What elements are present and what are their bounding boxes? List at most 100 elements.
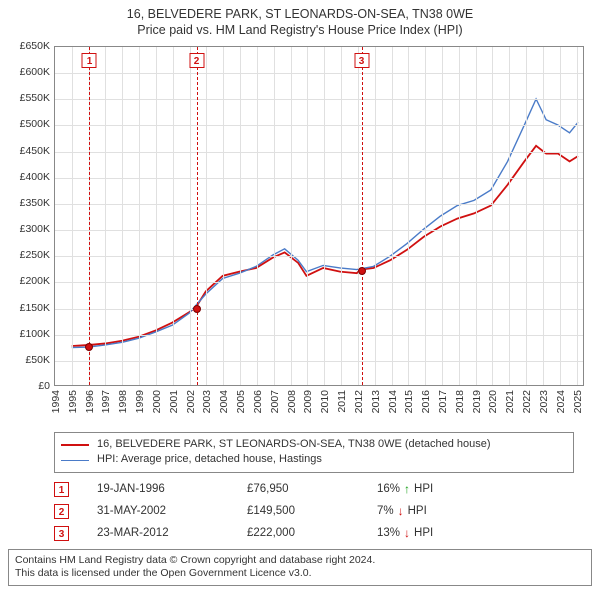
gridline-h: [55, 178, 583, 179]
gridline-v: [72, 47, 73, 385]
event-row: 231-MAY-2002£149,5007%↓HPI: [54, 500, 574, 522]
event-dot: [193, 305, 201, 313]
event-num-badge: 1: [54, 482, 69, 497]
event-num-badge: 2: [54, 504, 69, 519]
gridline-h: [55, 230, 583, 231]
gridline-v: [425, 47, 426, 385]
event-dot: [358, 267, 366, 275]
gridline-v: [139, 47, 140, 385]
event-date: 31-MAY-2002: [97, 505, 247, 517]
event-line: [89, 47, 90, 385]
chart-titles: 16, BELVEDERE PARK, ST LEONARDS-ON-SEA, …: [0, 0, 600, 39]
gridline-v: [560, 47, 561, 385]
gridline-v: [509, 47, 510, 385]
y-tick-label: £50K: [25, 354, 50, 366]
legend-label: HPI: Average price, detached house, Hast…: [97, 452, 322, 467]
y-tick-label: £100K: [20, 328, 50, 340]
x-axis: 1994199519961997199819992000200120022003…: [54, 390, 584, 420]
x-tick-label: 1996: [84, 390, 96, 413]
legend: 16, BELVEDERE PARK, ST LEONARDS-ON-SEA, …: [54, 432, 574, 473]
legend-item: HPI: Average price, detached house, Hast…: [61, 452, 567, 467]
x-tick-label: 1998: [117, 390, 129, 413]
title-line-1: 16, BELVEDERE PARK, ST LEONARDS-ON-SEA, …: [0, 6, 600, 22]
y-tick-label: £200K: [20, 275, 50, 287]
event-delta-pct: 7%: [377, 505, 394, 517]
event-price: £149,500: [247, 505, 377, 517]
arrow-down-icon: ↓: [398, 504, 404, 518]
x-tick-label: 2003: [201, 390, 213, 413]
chart-container: 16, BELVEDERE PARK, ST LEONARDS-ON-SEA, …: [0, 0, 600, 590]
event-row: 119-JAN-1996£76,95016%↑HPI: [54, 478, 574, 500]
title-line-2: Price paid vs. HM Land Registry's House …: [0, 22, 600, 38]
y-tick-label: £600K: [20, 66, 50, 78]
y-axis: £0£50K£100K£150K£200K£250K£300K£350K£400…: [8, 46, 52, 386]
event-row: 323-MAR-2012£222,00013%↓HPI: [54, 522, 574, 544]
footer-line-2: This data is licensed under the Open Gov…: [15, 567, 585, 581]
gridline-v: [240, 47, 241, 385]
x-tick-label: 2007: [269, 390, 281, 413]
gridline-v: [223, 47, 224, 385]
gridline-v: [206, 47, 207, 385]
x-tick-label: 1995: [67, 390, 79, 413]
event-delta: 7%↓HPI: [377, 504, 427, 518]
x-tick-label: 2019: [471, 390, 483, 413]
gridline-h: [55, 152, 583, 153]
legend-label: 16, BELVEDERE PARK, ST LEONARDS-ON-SEA, …: [97, 437, 491, 452]
event-delta-label: HPI: [414, 527, 433, 539]
x-tick-label: 2004: [218, 390, 230, 413]
gridline-v: [577, 47, 578, 385]
gridline-v: [122, 47, 123, 385]
event-price: £76,950: [247, 483, 377, 495]
events-table: 119-JAN-1996£76,95016%↑HPI231-MAY-2002£1…: [54, 478, 574, 544]
gridline-v: [358, 47, 359, 385]
arrow-up-icon: ↑: [404, 482, 410, 496]
gridline-v: [291, 47, 292, 385]
y-tick-label: £400K: [20, 171, 50, 183]
x-tick-label: 2025: [572, 390, 584, 413]
footer-line-1: Contains HM Land Registry data © Crown c…: [15, 554, 585, 568]
x-tick-label: 2011: [336, 390, 348, 413]
event-delta-pct: 16%: [377, 483, 400, 495]
gridline-v: [341, 47, 342, 385]
y-tick-label: £300K: [20, 223, 50, 235]
y-tick-label: £250K: [20, 249, 50, 261]
gridline-h: [55, 309, 583, 310]
legend-swatch: [61, 444, 89, 446]
gridline-h: [55, 99, 583, 100]
event-date: 23-MAR-2012: [97, 527, 247, 539]
legend-item: 16, BELVEDERE PARK, ST LEONARDS-ON-SEA, …: [61, 437, 567, 452]
x-tick-label: 2013: [370, 390, 382, 413]
gridline-h: [55, 125, 583, 126]
event-line: [362, 47, 363, 385]
gridline-h: [55, 73, 583, 74]
gridline-v: [442, 47, 443, 385]
event-line: [197, 47, 198, 385]
y-tick-label: £150K: [20, 302, 50, 314]
x-tick-label: 2009: [302, 390, 314, 413]
event-badge: 3: [354, 53, 369, 68]
x-tick-label: 2017: [437, 390, 449, 413]
gridline-h: [55, 256, 583, 257]
x-tick-label: 2015: [403, 390, 415, 413]
plot-area: 123: [54, 46, 584, 386]
x-tick-label: 2012: [353, 390, 365, 413]
x-tick-label: 2016: [420, 390, 432, 413]
gridline-h: [55, 282, 583, 283]
y-tick-label: £450K: [20, 145, 50, 157]
x-tick-label: 2001: [168, 390, 180, 413]
gridline-v: [408, 47, 409, 385]
x-tick-label: 2022: [521, 390, 533, 413]
x-tick-label: 2023: [538, 390, 550, 413]
gridline-v: [459, 47, 460, 385]
x-tick-label: 2024: [555, 390, 567, 413]
gridline-v: [156, 47, 157, 385]
gridline-v: [257, 47, 258, 385]
x-tick-label: 2000: [151, 390, 163, 413]
gridline-v: [173, 47, 174, 385]
x-tick-label: 2002: [185, 390, 197, 413]
gridline-h: [55, 361, 583, 362]
gridline-v: [190, 47, 191, 385]
y-tick-label: £0: [38, 380, 50, 392]
event-price: £222,000: [247, 527, 377, 539]
gridline-h: [55, 335, 583, 336]
